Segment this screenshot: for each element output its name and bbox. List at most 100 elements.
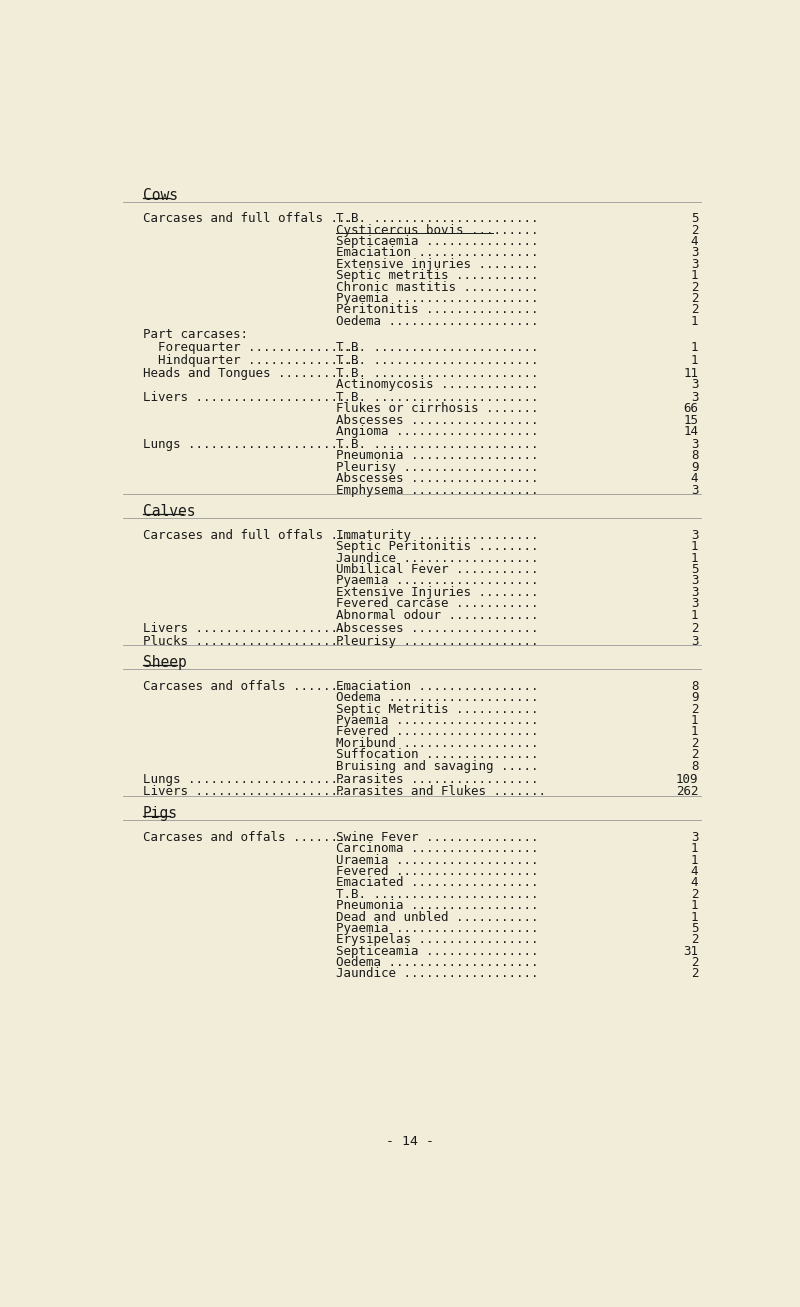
- Text: Cows: Cows: [142, 188, 178, 203]
- Text: 3: 3: [690, 529, 698, 542]
- Text: Carcases and offals ........: Carcases and offals ........: [142, 831, 353, 844]
- Text: 2: 2: [690, 887, 698, 901]
- Text: Umbilical Fever ...........: Umbilical Fever ...........: [336, 563, 539, 576]
- Text: Cysticercus bovis .........: Cysticercus bovis .........: [336, 223, 539, 237]
- Text: 2: 2: [690, 291, 698, 305]
- Text: Oedema ....................: Oedema ....................: [336, 957, 539, 968]
- Text: 3: 3: [690, 438, 698, 451]
- Text: 2: 2: [690, 622, 698, 635]
- Text: 1: 1: [690, 714, 698, 727]
- Text: Pyaemia ...................: Pyaemia ...................: [336, 575, 539, 587]
- Text: 8: 8: [690, 450, 698, 463]
- Text: 4: 4: [690, 235, 698, 248]
- Text: Livers ....................: Livers ....................: [142, 622, 345, 635]
- Text: Abscesses .................: Abscesses .................: [336, 622, 539, 635]
- Text: Lungs .....................: Lungs .....................: [142, 772, 345, 786]
- Text: Flukes or cirrhosis .......: Flukes or cirrhosis .......: [336, 403, 539, 416]
- Text: T.B. ......................: T.B. ......................: [336, 887, 539, 901]
- Text: Fevered ...................: Fevered ...................: [336, 865, 539, 878]
- Text: 4: 4: [690, 865, 698, 878]
- Text: 8: 8: [690, 680, 698, 693]
- Text: Livers ....................: Livers ....................: [142, 786, 345, 799]
- Text: Pyaemia ...................: Pyaemia ...................: [336, 921, 539, 935]
- Text: Lungs .....................: Lungs .....................: [142, 438, 345, 451]
- Text: Chronic mastitis ..........: Chronic mastitis ..........: [336, 281, 539, 294]
- Text: 3: 3: [690, 597, 698, 610]
- Text: T.B. ......................: T.B. ......................: [336, 391, 539, 404]
- Text: 1: 1: [690, 341, 698, 354]
- Text: Moribund ..................: Moribund ..................: [336, 737, 539, 750]
- Text: Bruising and savaging .....: Bruising and savaging .....: [336, 759, 539, 772]
- Text: T.B. ......................: T.B. ......................: [336, 354, 539, 367]
- Text: Fevered ...................: Fevered ...................: [336, 725, 539, 738]
- Text: Peritonitis ...............: Peritonitis ...............: [336, 303, 539, 316]
- Text: Carcinoma .................: Carcinoma .................: [336, 842, 539, 855]
- Text: Erysipelas ................: Erysipelas ................: [336, 933, 539, 946]
- Text: T.B. ......................: T.B. ......................: [336, 212, 539, 225]
- Text: 3: 3: [690, 586, 698, 599]
- Text: Oedema ....................: Oedema ....................: [336, 315, 539, 328]
- Text: 1: 1: [690, 725, 698, 738]
- Text: 4: 4: [690, 472, 698, 485]
- Text: 2: 2: [690, 737, 698, 750]
- Text: 14: 14: [683, 425, 698, 438]
- Text: Parasites .................: Parasites .................: [336, 772, 539, 786]
- Text: Carcases and full offals ...: Carcases and full offals ...: [142, 529, 353, 542]
- Text: Septic metritis ...........: Septic metritis ...........: [336, 269, 539, 282]
- Text: Septic Peritonitis ........: Septic Peritonitis ........: [336, 540, 539, 553]
- Text: 1: 1: [690, 552, 698, 565]
- Text: 3: 3: [690, 484, 698, 497]
- Text: 109: 109: [676, 772, 698, 786]
- Text: Pleurisy ..................: Pleurisy ..................: [336, 461, 539, 474]
- Text: Septic Metritis ...........: Septic Metritis ...........: [336, 703, 539, 716]
- Text: Actinomycosis .............: Actinomycosis .............: [336, 378, 539, 391]
- Text: 1: 1: [690, 853, 698, 867]
- Text: 2: 2: [690, 281, 698, 294]
- Text: Abnormal odour ............: Abnormal odour ............: [336, 609, 539, 622]
- Text: 31: 31: [683, 945, 698, 958]
- Text: 11: 11: [683, 366, 698, 379]
- Text: T.B. ......................: T.B. ......................: [336, 341, 539, 354]
- Text: Extensive Injuries ........: Extensive Injuries ........: [336, 586, 539, 599]
- Text: 3: 3: [690, 391, 698, 404]
- Text: Part carcases:: Part carcases:: [142, 328, 248, 341]
- Text: Angioma ...................: Angioma ...................: [336, 425, 539, 438]
- Text: Emaciated .................: Emaciated .................: [336, 876, 539, 889]
- Text: Oedema ....................: Oedema ....................: [336, 691, 539, 704]
- Text: Pneumonia .................: Pneumonia .................: [336, 450, 539, 463]
- Text: Sheep: Sheep: [142, 655, 186, 670]
- Text: Plucks ....................: Plucks ....................: [142, 634, 345, 647]
- Text: 9: 9: [690, 691, 698, 704]
- Text: 1: 1: [690, 842, 698, 855]
- Text: 262: 262: [676, 786, 698, 799]
- Text: 5: 5: [690, 563, 698, 576]
- Text: Uraemia ...................: Uraemia ...................: [336, 853, 539, 867]
- Text: 2: 2: [690, 748, 698, 761]
- Text: Fevered carcase ...........: Fevered carcase ...........: [336, 597, 539, 610]
- Text: Extensive injuries ........: Extensive injuries ........: [336, 257, 539, 271]
- Text: 66: 66: [683, 403, 698, 416]
- Text: 3: 3: [690, 378, 698, 391]
- Text: Septiceamia ...............: Septiceamia ...............: [336, 945, 539, 958]
- Text: 2: 2: [690, 933, 698, 946]
- Text: Swine Fever ...............: Swine Fever ...............: [336, 831, 539, 844]
- Text: Forequarter ...............: Forequarter ...............: [158, 341, 361, 354]
- Text: 8: 8: [690, 759, 698, 772]
- Text: Heads and Tongues .........: Heads and Tongues .........: [142, 366, 345, 379]
- Text: 4: 4: [690, 876, 698, 889]
- Text: Livers ....................: Livers ....................: [142, 391, 345, 404]
- Text: T.B. ......................: T.B. ......................: [336, 438, 539, 451]
- Text: Suffocation ...............: Suffocation ...............: [336, 748, 539, 761]
- Text: 3: 3: [690, 575, 698, 587]
- Text: Emphysema .................: Emphysema .................: [336, 484, 539, 497]
- Text: 3: 3: [690, 634, 698, 647]
- Text: 9: 9: [690, 461, 698, 474]
- Text: Abscesses .................: Abscesses .................: [336, 472, 539, 485]
- Text: Parasites and Flukes .......: Parasites and Flukes .......: [336, 786, 546, 799]
- Text: 2: 2: [690, 223, 698, 237]
- Text: 3: 3: [690, 257, 698, 271]
- Text: 1: 1: [690, 911, 698, 924]
- Text: Pigs: Pigs: [142, 806, 178, 821]
- Text: Emaciation ................: Emaciation ................: [336, 247, 539, 260]
- Text: Jaundice ..................: Jaundice ..................: [336, 967, 539, 980]
